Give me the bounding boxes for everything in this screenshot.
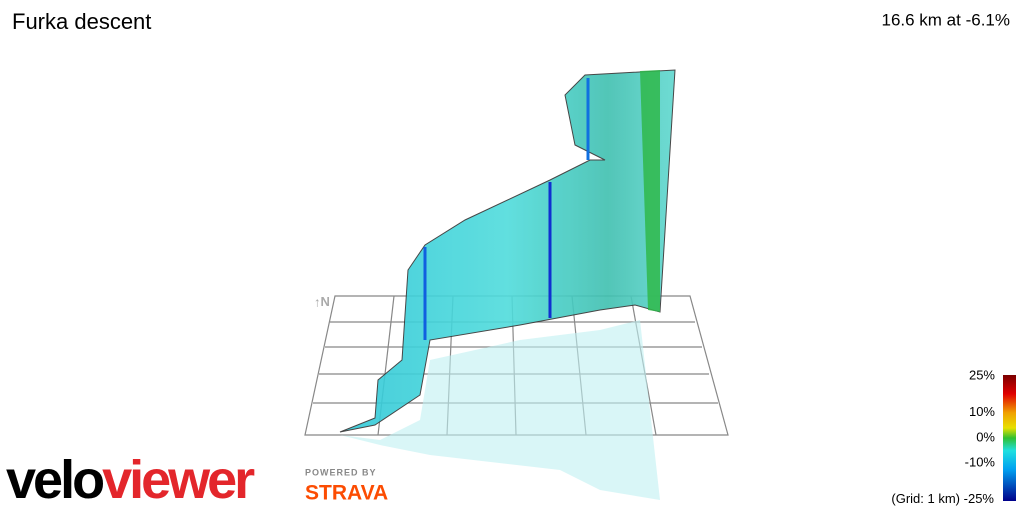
scale-ticks: 25% 10% 0% -10%: [965, 367, 996, 469]
wall-stripe: [640, 70, 660, 312]
summary: 16.6 km at -6.1%: [881, 10, 1010, 29]
scale-tick-label: -10%: [965, 455, 996, 470]
reflection: [340, 320, 660, 500]
scale-tick-label: -25%: [964, 491, 995, 506]
color-scale: [1003, 375, 1016, 501]
strava: STRAVA: [305, 482, 388, 505]
grid-note: (Grid: 1 km) -25%: [891, 491, 994, 506]
logo: veloviewer: [6, 450, 255, 510]
scale-tick-label: 0%: [976, 429, 995, 444]
scale-tick-label: 10%: [969, 404, 995, 419]
profile-wall: [339, 69, 676, 433]
compass: ↑N: [314, 294, 330, 309]
scale-tick-label: 25%: [969, 367, 995, 382]
title: Furka descent: [12, 9, 151, 34]
powered-by: POWERED BY: [305, 467, 377, 477]
